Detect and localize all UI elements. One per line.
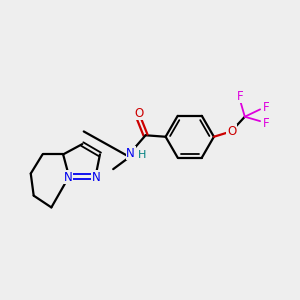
Text: N: N bbox=[64, 171, 73, 184]
Text: O: O bbox=[227, 125, 236, 138]
Text: O: O bbox=[134, 107, 143, 120]
Text: F: F bbox=[263, 117, 270, 130]
Text: N: N bbox=[126, 147, 135, 160]
Text: F: F bbox=[237, 90, 244, 103]
Text: F: F bbox=[263, 100, 270, 113]
Text: H: H bbox=[138, 150, 146, 160]
Text: N: N bbox=[92, 171, 100, 184]
